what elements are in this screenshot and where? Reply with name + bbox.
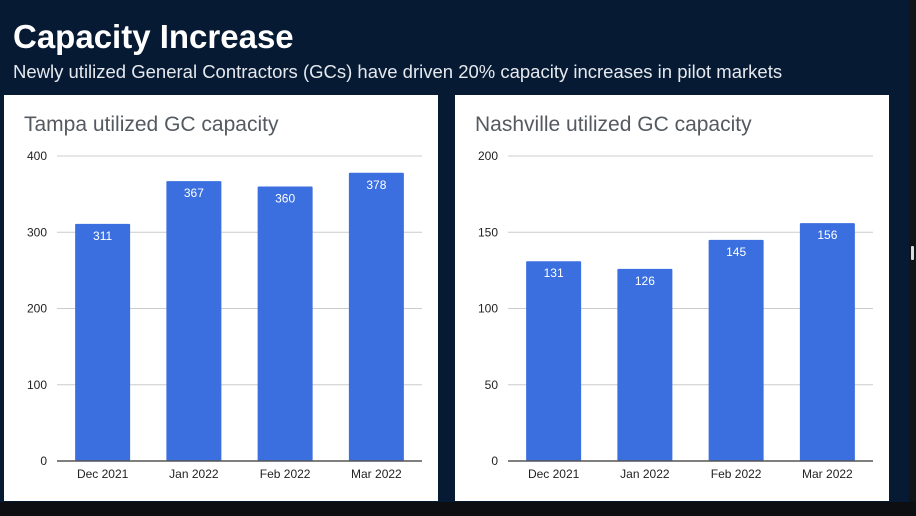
- y-tick-label: 150: [478, 225, 498, 239]
- y-tick-label: 400: [27, 149, 47, 163]
- x-tick-label: Mar 2022: [351, 467, 402, 481]
- data-label: 145: [726, 245, 746, 259]
- data-label: 360: [275, 192, 295, 206]
- bar: [257, 186, 313, 461]
- data-label: 378: [366, 178, 386, 192]
- data-label: 367: [184, 186, 204, 200]
- y-tick-label: 0: [40, 454, 47, 468]
- y-tick-label: 100: [27, 378, 47, 392]
- bar: [166, 181, 222, 461]
- nashville-chart-panel: 0 50 100 150 200 131 Dec 2021 126 Jan 2022 145 Feb…: [455, 95, 889, 501]
- y-tick-label: 200: [478, 149, 498, 163]
- tampa-chart: 0 100 200 300 400 311 Dec 2021 367 Jan 2022 360 Fe…: [27, 149, 422, 481]
- slide-title: Capacity Increase: [13, 18, 294, 55]
- bar: [617, 268, 673, 461]
- data-label: 131: [544, 266, 564, 280]
- y-tick-label: 100: [478, 302, 498, 316]
- bar: [526, 261, 582, 461]
- slide-subtitle: Newly utilized General Contractors (GCs)…: [13, 61, 783, 82]
- y-tick-label: 0: [491, 454, 498, 468]
- y-tick-label: 50: [485, 378, 499, 392]
- bar: [799, 223, 855, 461]
- scrollbar-handle[interactable]: [911, 246, 914, 260]
- data-label: 126: [635, 274, 655, 288]
- tampa-chart-title: Tampa utilized GC capacity: [24, 113, 279, 136]
- x-tick-label: Dec 2021: [77, 467, 129, 481]
- bar: [348, 172, 404, 461]
- y-tick-label: 200: [27, 302, 47, 316]
- bar: [75, 223, 131, 461]
- y-tick-label: 300: [27, 225, 47, 239]
- x-tick-label: Dec 2021: [528, 467, 580, 481]
- data-label: 311: [93, 229, 112, 243]
- nashville-chart: 0 50 100 150 200 131 Dec 2021 126 Jan 2022 145 Feb…: [478, 149, 873, 481]
- x-tick-label: Feb 2022: [260, 467, 311, 481]
- slide: Capacity Increase Newly utilized General…: [0, 0, 909, 502]
- x-tick-label: Jan 2022: [620, 467, 670, 481]
- x-tick-label: Mar 2022: [802, 467, 853, 481]
- nashville-chart-title: Nashville utilized GC capacity: [475, 113, 752, 136]
- data-label: 156: [817, 228, 837, 242]
- tampa-chart-panel: 0 100 200 300 400 311 Dec 2021 367 Jan 2022 360 Fe…: [4, 95, 438, 501]
- x-tick-label: Feb 2022: [711, 467, 762, 481]
- bottom-bar: [0, 502, 916, 516]
- bar: [708, 239, 764, 461]
- x-tick-label: Jan 2022: [169, 467, 219, 481]
